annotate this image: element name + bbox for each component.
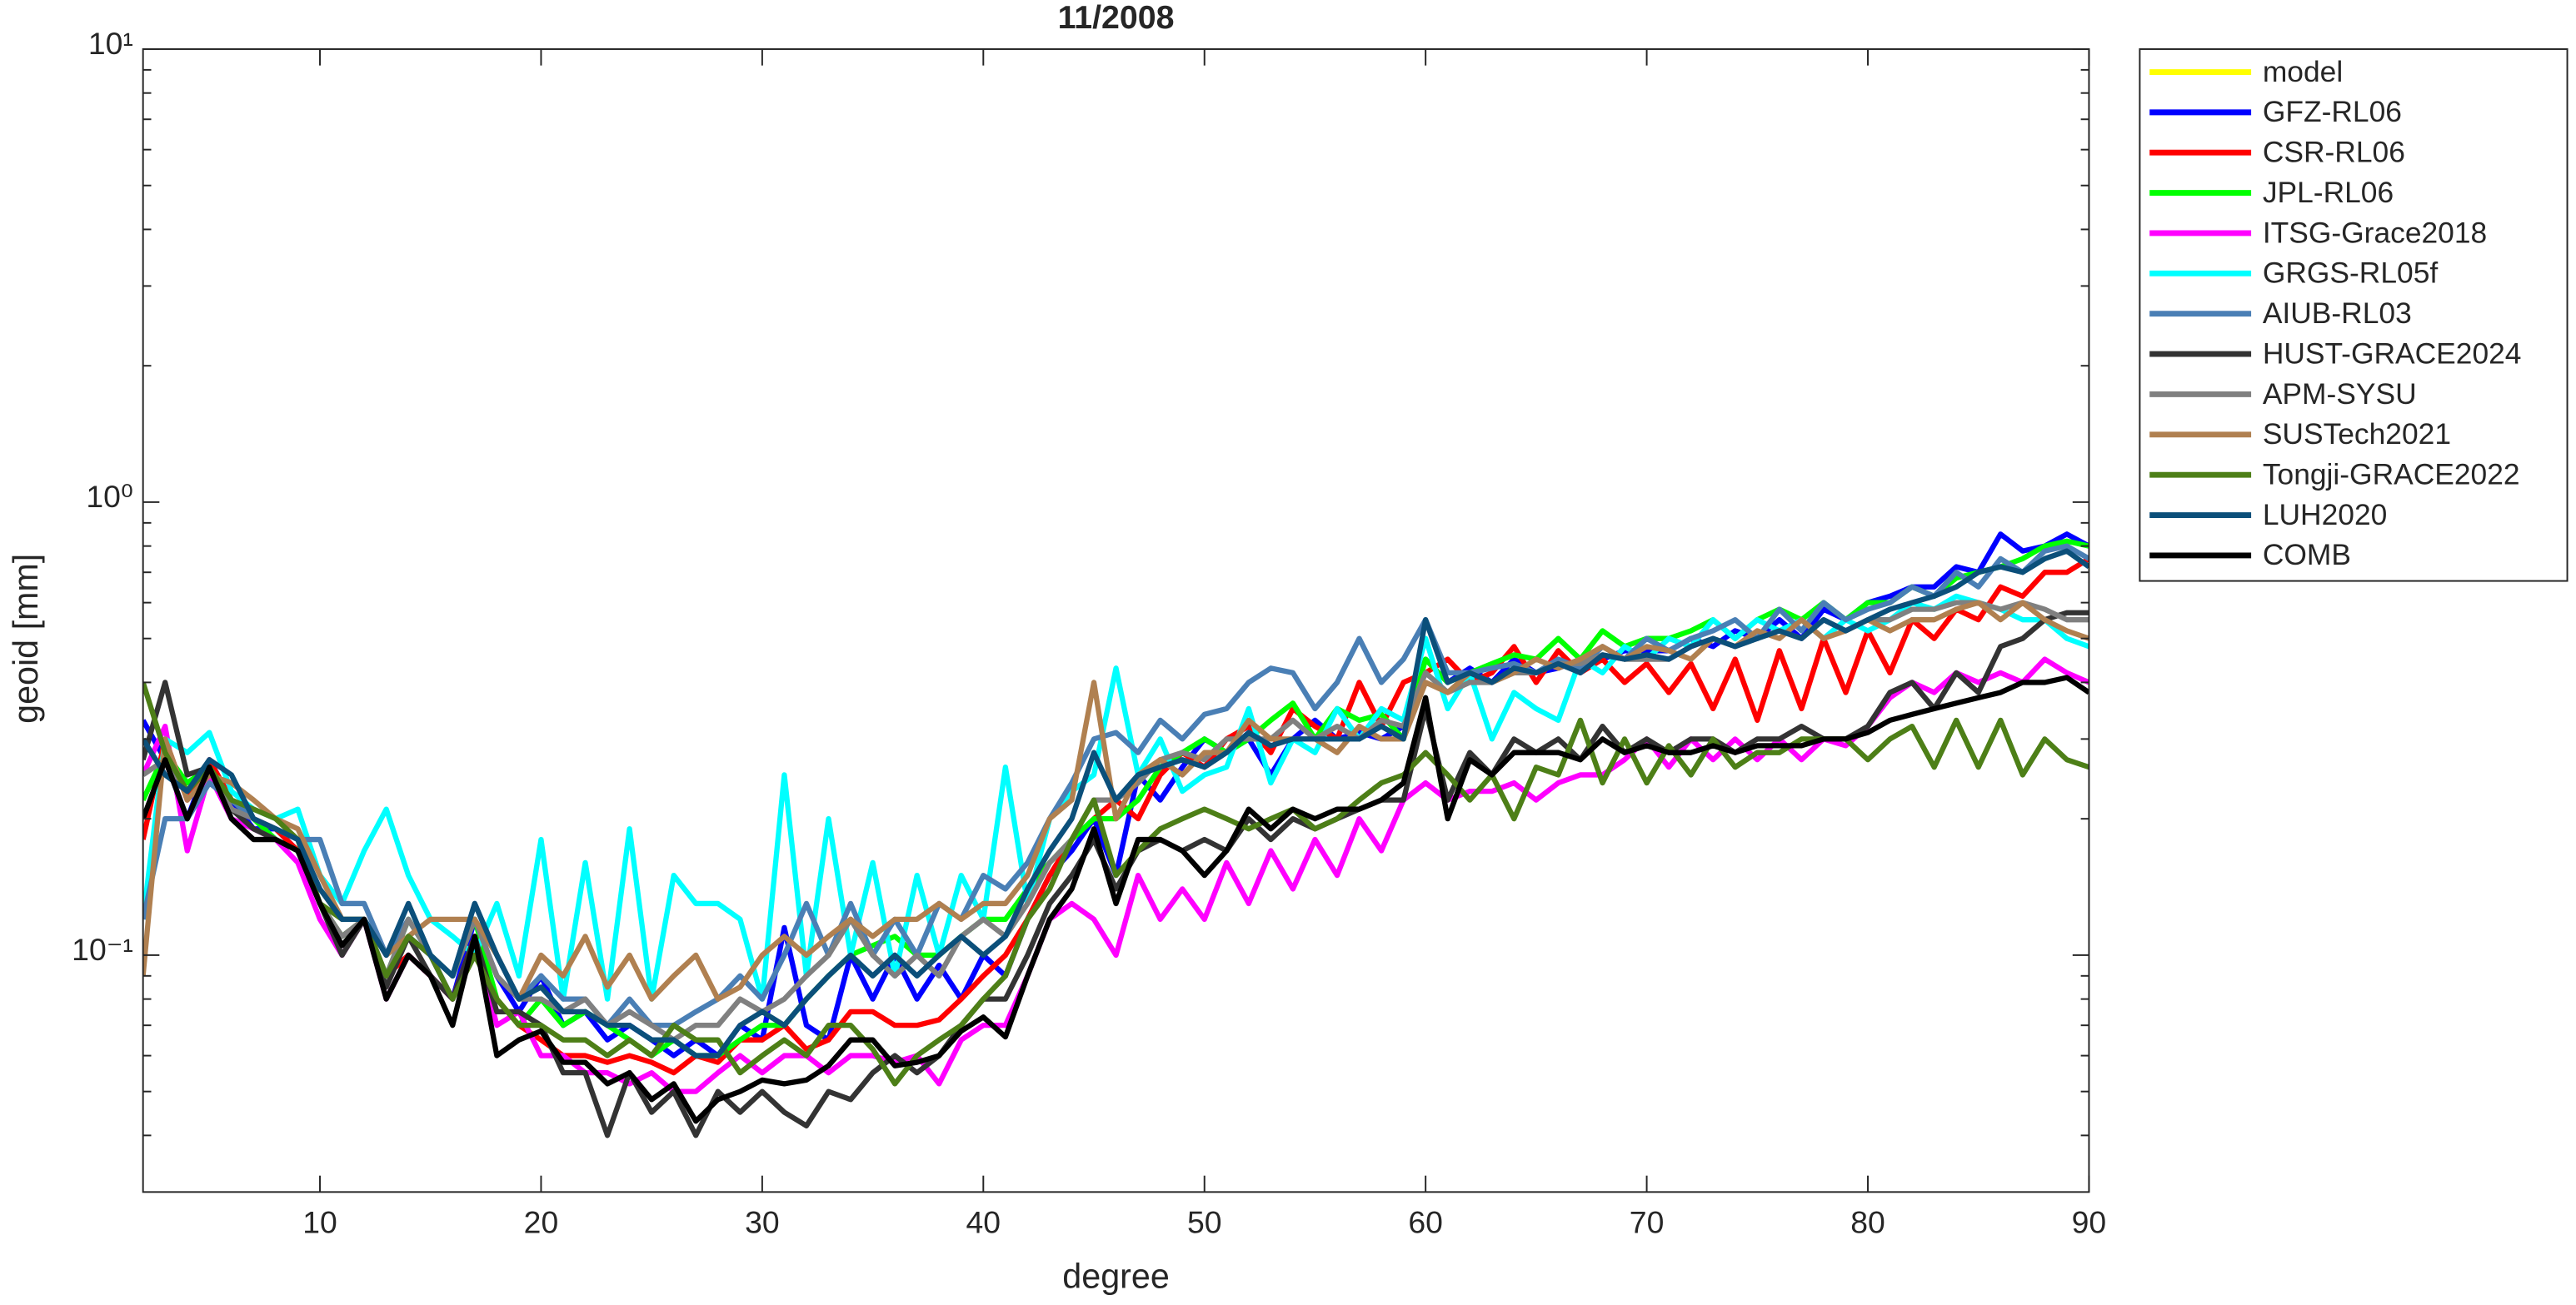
series-line: [142, 593, 2089, 1002]
y-axis-label: geoid [mm]: [7, 554, 45, 724]
x-tick-label: 50: [1187, 1205, 1222, 1240]
y-tick-label: 10⁰: [86, 479, 133, 514]
legend-label: CSR-RL06: [2263, 137, 2405, 169]
plot-lines: [142, 531, 2089, 1138]
chart-title: 11/2008: [1058, 0, 1175, 36]
legend-label: JPL-RL06: [2263, 177, 2394, 209]
legend-label: model: [2263, 56, 2343, 88]
legend-label: GFZ-RL06: [2263, 96, 2402, 128]
legend-label: GRGS-RL05f: [2263, 257, 2439, 290]
legend-label: ITSG-Grace2018: [2263, 217, 2487, 249]
x-axis-label: degree: [1062, 1257, 1170, 1295]
axes-box: [142, 48, 2090, 1193]
background: [3, 0, 2573, 1305]
legend-box: [2139, 48, 2569, 582]
y-tick-label: 10⁻¹: [72, 932, 133, 967]
x-tick-label: 20: [524, 1205, 559, 1240]
y-tick-label: 10¹: [88, 26, 133, 61]
legend-label: Tongji-GRACE2022: [2263, 458, 2520, 491]
legend-label: APM-SYSU: [2263, 378, 2417, 411]
x-tick-label: 40: [966, 1205, 1001, 1240]
legend-label: COMB: [2263, 539, 2351, 571]
series-line: [142, 548, 2089, 1058]
legend-label: LUH2020: [2263, 499, 2387, 531]
legend-label: SUSTech2021: [2263, 418, 2451, 451]
x-tick-label: 10: [302, 1205, 337, 1240]
legend-label: HUST-GRACE2024: [2263, 337, 2522, 370]
x-tick-label: 70: [1630, 1205, 1665, 1240]
legend-label: AIUB-RL03: [2263, 297, 2412, 330]
x-tick-label: 90: [2072, 1205, 2107, 1240]
x-tick-label: 60: [1408, 1205, 1443, 1240]
x-tick-label: 30: [745, 1205, 780, 1240]
series-line: [142, 675, 2089, 1124]
x-tick-label: 80: [1850, 1205, 1885, 1240]
